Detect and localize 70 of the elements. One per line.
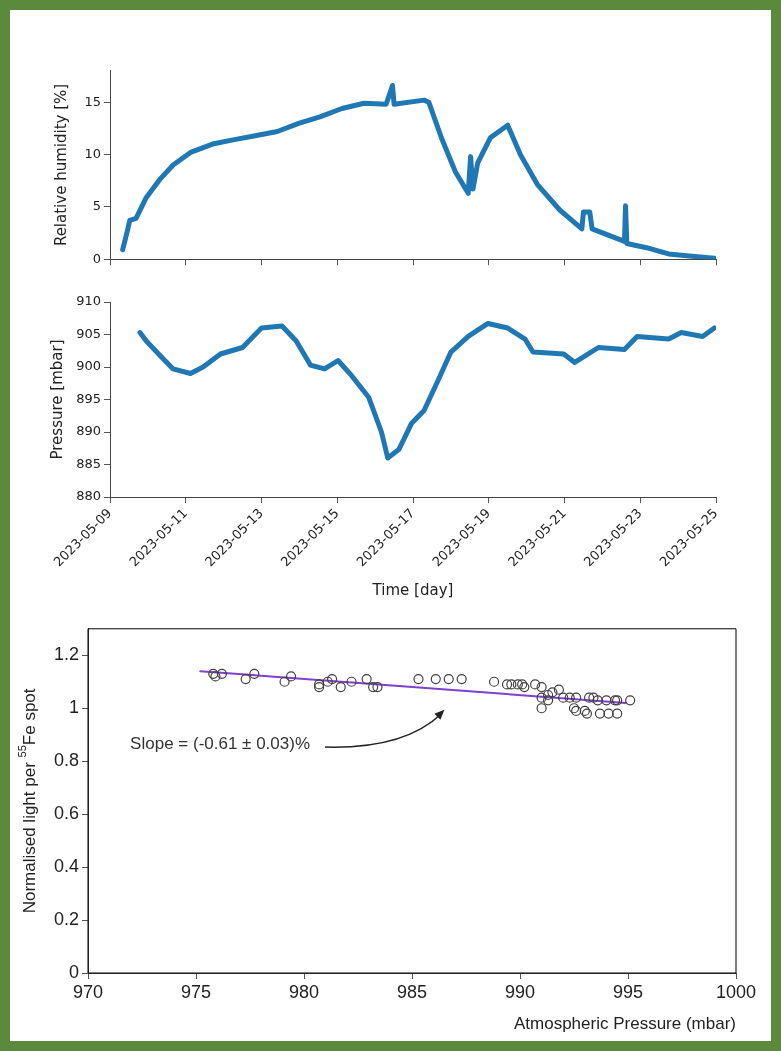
point [584, 692, 595, 703]
point [430, 674, 441, 685]
point [285, 671, 297, 682]
point [372, 681, 383, 693]
point [506, 679, 517, 690]
point [335, 681, 346, 693]
y-tick-label: 910 [76, 293, 101, 309]
point [536, 681, 547, 693]
point [536, 703, 547, 714]
point [571, 692, 582, 703]
point [501, 679, 513, 690]
x-tick-label: 975 [180, 981, 212, 1002]
y-axis-title: Pressure [mbar] [47, 339, 66, 460]
point [553, 684, 564, 695]
x-axis-title: Atmospheric Pressure (mbar) [513, 1014, 736, 1034]
point [346, 676, 357, 687]
point [530, 679, 541, 690]
point [542, 695, 554, 706]
y-tick-label: 0.2 [53, 909, 79, 930]
point [564, 692, 575, 703]
y-tick-label: 5 [92, 198, 101, 214]
point [588, 692, 599, 703]
point [279, 676, 290, 687]
y-tick-label: 0.6 [53, 803, 79, 824]
y-tick-label: 0.8 [53, 750, 79, 771]
point [594, 708, 606, 719]
point [216, 668, 228, 679]
y-tick-label: 0 [92, 250, 101, 266]
point [592, 695, 603, 706]
x-tick-label: 1000 [715, 981, 757, 1002]
y-axis-title: Relative humidity [%] [51, 83, 70, 247]
x-axis-title: Time [day] [371, 580, 454, 599]
point [443, 674, 454, 685]
point [413, 674, 424, 685]
y-tick-label: 890 [76, 423, 101, 439]
x-tick-label: 995 [612, 981, 644, 1002]
point [249, 668, 260, 679]
y-tick-label: 0 [68, 961, 79, 982]
point [326, 674, 338, 685]
y-tick-label: 1 [68, 697, 79, 718]
x-tick-label: 980 [288, 981, 320, 1002]
point [361, 674, 372, 685]
y-tick-label: 900 [76, 358, 101, 374]
annotation: Slope = (-0.61 ± 0.03)% [130, 733, 311, 753]
point [456, 674, 467, 685]
point [558, 692, 569, 703]
y-tick-label: 895 [76, 390, 101, 406]
point [547, 687, 558, 698]
point [603, 708, 614, 719]
x-tick-label: 970 [72, 981, 104, 1002]
y-axis-title: Normalised light per 55Fe spot [16, 688, 39, 914]
point [625, 695, 636, 706]
point [368, 681, 379, 693]
x-tick-label: 990 [504, 981, 536, 1002]
x-tick-label: 985 [396, 981, 428, 1002]
point [488, 676, 500, 687]
y-tick-label: 0.4 [53, 856, 79, 877]
point [601, 695, 612, 706]
y-tick-label: 885 [76, 455, 101, 471]
point [512, 679, 523, 690]
y-tick-label: 10 [84, 145, 101, 161]
point [542, 689, 554, 701]
point [240, 674, 251, 685]
y-tick-label: 1.2 [53, 644, 79, 665]
point [322, 676, 333, 687]
y-tick-label: 905 [76, 325, 101, 341]
y-tick-label: 880 [76, 488, 101, 504]
point [612, 708, 623, 719]
y-tick-label: 15 [84, 93, 101, 109]
point [536, 692, 547, 703]
